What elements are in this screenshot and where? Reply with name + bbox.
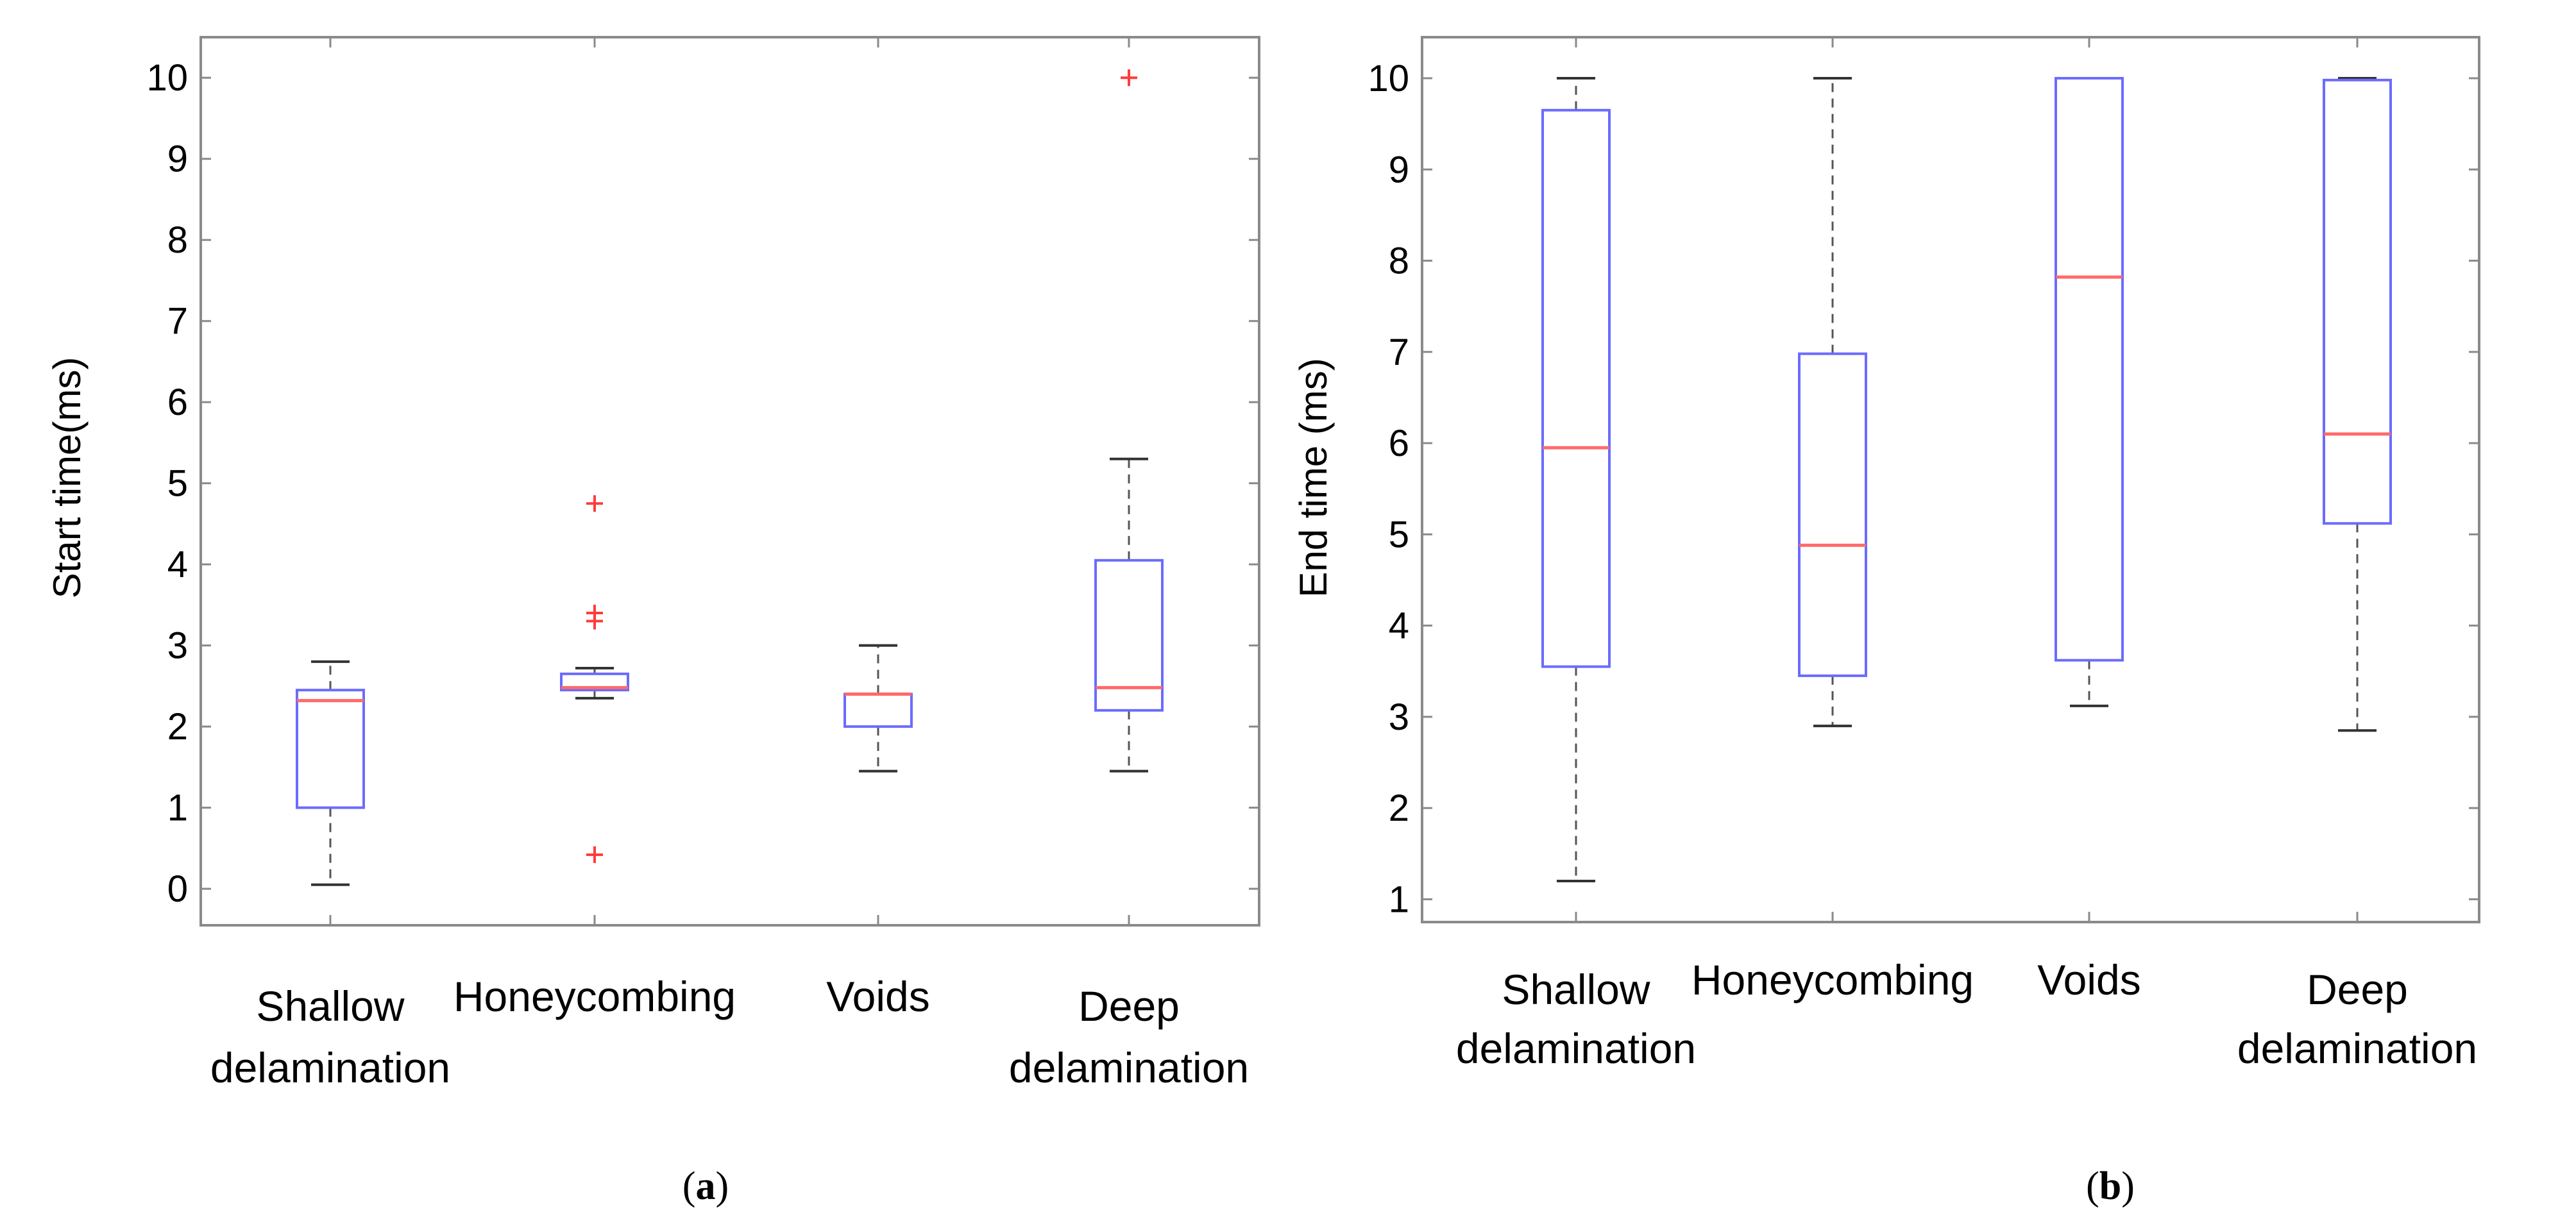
- panel-b-ytick-label: 1: [1389, 878, 1409, 920]
- panel-a-ytick-label: 8: [167, 219, 188, 261]
- panel-a-outlier-marker: [586, 612, 603, 630]
- panel-a-ytick-label: 7: [167, 301, 188, 342]
- panel-a-outlier-marker: [586, 846, 603, 863]
- panel-b-box: [2323, 78, 2392, 525]
- panel-a-box: [843, 693, 913, 728]
- panel-a-ytick-label: 5: [167, 463, 188, 505]
- panel-b-plot-frame: [1421, 36, 2480, 923]
- panel-a-ytick-label: 4: [167, 544, 188, 585]
- panel-a-outlier-marker: [1121, 69, 1137, 87]
- panel-a-ytick-label: 9: [167, 139, 188, 180]
- panel-a-category-label: Shallow: [256, 982, 404, 1030]
- panel-a-category-label: Honeycombing: [453, 973, 736, 1020]
- panel-a-box: [296, 689, 365, 809]
- panel-b-ytick-label: 4: [1389, 605, 1409, 647]
- panel-a-ytick-label: 2: [167, 706, 188, 748]
- panel-b-y-axis-label: End time (ms): [1292, 358, 1335, 597]
- panel-b-category-label: delamination: [2237, 1025, 2477, 1072]
- panel-a-y-axis-label: Start time(ms): [46, 357, 89, 599]
- panel-b-category-label: Deep: [2307, 966, 2408, 1013]
- panel-b-ytick-label: 8: [1389, 240, 1409, 282]
- panel-a-category-label: Voids: [826, 973, 929, 1020]
- panel-b-ytick-label: 9: [1389, 149, 1409, 190]
- panel-b-box: [1541, 108, 1611, 668]
- panel-a-ytick-label: 0: [167, 868, 188, 910]
- panel-b-category-label: Voids: [2037, 956, 2140, 1003]
- panel-b-ytick-label: 6: [1389, 423, 1409, 464]
- panel-b-panel-label: (b): [2086, 1164, 2135, 1208]
- panel-b-category-label: delamination: [1456, 1025, 1696, 1072]
- panel-b-box: [1798, 352, 1867, 677]
- panel-a-outlier-marker: [586, 495, 603, 512]
- panel-b-category-label: Shallow: [1502, 966, 1650, 1013]
- panel-a-category-label: delamination: [1009, 1044, 1249, 1091]
- panel-a-ytick-label: 10: [146, 57, 188, 99]
- panel-b-ytick-label: 2: [1389, 787, 1409, 829]
- panel-a-ytick-label: 1: [167, 787, 188, 829]
- panel-b-ytick-label: 10: [1368, 58, 1409, 99]
- panel-a-category-label: Deep: [1078, 982, 1180, 1030]
- panel-a-box: [560, 672, 629, 692]
- panel-b-ytick-label: 3: [1389, 696, 1409, 738]
- panel-a-panel-label: (a): [682, 1164, 729, 1208]
- panel-b-category-label: Honeycombing: [1691, 956, 1974, 1003]
- panel-b-ytick-label: 7: [1389, 332, 1409, 373]
- panel-a-ytick-label: 3: [167, 625, 188, 667]
- panel-a-plot-frame: [199, 36, 1260, 927]
- panel-a-box: [1094, 558, 1164, 712]
- panel-b-ytick-label: 5: [1389, 514, 1409, 555]
- panel-a-category-label: delamination: [210, 1044, 450, 1091]
- panel-b-box: [2055, 77, 2124, 662]
- panel-a-ytick-label: 6: [167, 382, 188, 423]
